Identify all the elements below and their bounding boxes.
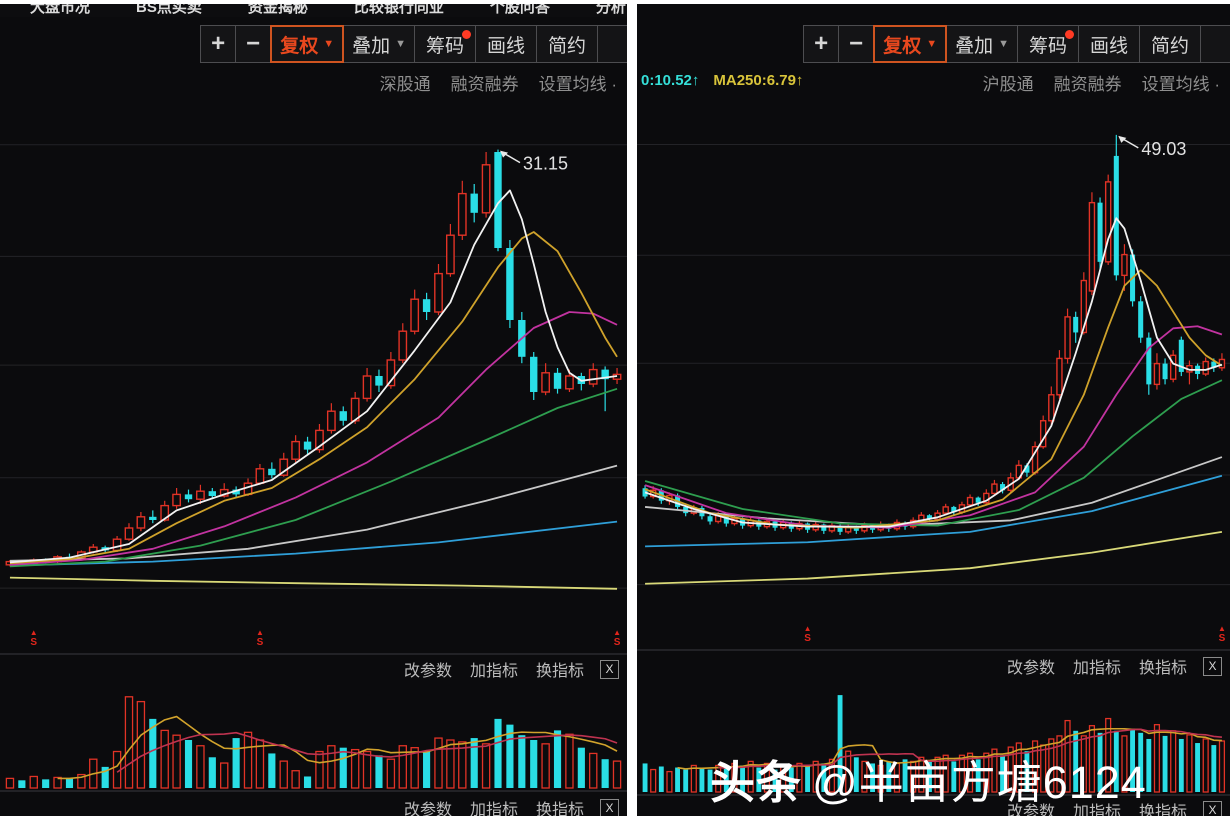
link-ma-settings[interactable]: 设置均线 · bbox=[538, 75, 617, 94]
ma250-value: MA250:6.79↑ bbox=[713, 72, 804, 89]
candlestick-chart-left[interactable]: ▲S▲S▲S31.15 bbox=[0, 96, 627, 656]
watermark: 头条 @半亩方塘6124 bbox=[710, 746, 1147, 811]
stock-panel-left: 大盘市况 BS点买卖 资金揭秘 比较银行同业 个股问答 分析师解读 + − 复权… bbox=[0, 4, 627, 816]
svg-text:▲: ▲ bbox=[804, 624, 812, 633]
simple-mode-button[interactable]: 简约 bbox=[536, 25, 598, 63]
switch-indicator-button[interactable]: 换指标 bbox=[1138, 804, 1187, 816]
volume-chart-left[interactable] bbox=[0, 682, 627, 794]
menu-item[interactable]: 个股问答 bbox=[489, 4, 550, 16]
market-links-left: 深股通 融资融券 设置均线 · bbox=[380, 70, 617, 95]
svg-text:31.15: 31.15 bbox=[523, 154, 568, 174]
overlay-label: 叠加 bbox=[955, 35, 994, 57]
indicator-tools-right-bottom: 改参数 加指标 换指标 X bbox=[1007, 798, 1222, 816]
close-icon[interactable]: X bbox=[1203, 800, 1222, 816]
link-shengutong[interactable]: 深股通 bbox=[379, 75, 431, 94]
chart-toolbar-right: + − 复权 ▼ 叠加 ▼ 筹码 画线 简约 bbox=[803, 25, 1230, 63]
close-icon[interactable]: X bbox=[600, 798, 619, 816]
chevron-down-icon: ▼ bbox=[926, 38, 938, 50]
notification-dot-icon bbox=[1065, 30, 1074, 39]
zoom-out-button[interactable]: − bbox=[235, 25, 272, 63]
indicator-tools-right-top: 改参数 加指标 换指标 X bbox=[1007, 654, 1222, 678]
link-margin-trading[interactable]: 融资融券 bbox=[450, 75, 519, 94]
svg-text:S: S bbox=[257, 637, 264, 648]
change-params-button[interactable]: 改参数 bbox=[403, 802, 452, 816]
chips-button[interactable]: 筹码 bbox=[414, 25, 476, 63]
ma-value-labels: 0:10.52↑ MA250:6.79↑ bbox=[641, 72, 803, 89]
close-icon[interactable]: X bbox=[600, 659, 619, 679]
switch-indicator-button[interactable]: 换指标 bbox=[535, 802, 584, 816]
fuquan-label: 复权 bbox=[883, 35, 922, 57]
svg-text:S: S bbox=[614, 637, 621, 648]
svg-text:S: S bbox=[30, 637, 37, 648]
zoom-in-button[interactable]: + bbox=[200, 25, 237, 63]
switch-indicator-button[interactable]: 换指标 bbox=[1138, 660, 1187, 677]
add-indicator-button[interactable]: 加指标 bbox=[1072, 804, 1121, 816]
market-links-right: 沪股通 融资融券 设置均线 · bbox=[983, 70, 1220, 95]
svg-text:▲: ▲ bbox=[30, 628, 38, 637]
switch-indicator-button[interactable]: 换指标 bbox=[535, 663, 584, 680]
chevron-down-icon: ▼ bbox=[323, 38, 335, 50]
clipped-button[interactable] bbox=[597, 25, 627, 63]
add-indicator-button[interactable]: 加指标 bbox=[469, 802, 518, 816]
menu-item[interactable]: 大盘市况 bbox=[30, 4, 91, 16]
chevron-down-icon: ▼ bbox=[998, 38, 1009, 50]
close-icon[interactable]: X bbox=[1203, 656, 1222, 676]
draw-line-button[interactable]: 画线 bbox=[475, 25, 537, 63]
indicator-tools-left-top: 改参数 加指标 换指标 X bbox=[404, 657, 619, 681]
zoom-out-button[interactable]: − bbox=[838, 25, 875, 63]
svg-text:S: S bbox=[1219, 633, 1226, 644]
watermark-brand: 头条 bbox=[710, 757, 803, 808]
menu-item[interactable]: 比较银行同业 bbox=[353, 4, 444, 16]
link-ma-settings[interactable]: 设置均线 · bbox=[1141, 75, 1220, 94]
add-indicator-button[interactable]: 加指标 bbox=[469, 663, 518, 680]
top-menu-strip: 大盘市况 BS点买卖 资金揭秘 比较银行同业 个股问答 分析师解读 bbox=[0, 4, 627, 17]
draw-line-button[interactable]: 画线 bbox=[1078, 25, 1140, 63]
chevron-down-icon: ▼ bbox=[395, 38, 406, 50]
clipped-button[interactable] bbox=[1200, 25, 1230, 63]
svg-text:49.03: 49.03 bbox=[1141, 139, 1186, 159]
notification-dot-icon bbox=[462, 30, 471, 39]
change-params-button[interactable]: 改参数 bbox=[1006, 804, 1055, 816]
candlestick-chart-right[interactable]: ▲S▲S49.03 bbox=[637, 96, 1230, 652]
stock-panel-right: + − 复权 ▼ 叠加 ▼ 筹码 画线 简约 0:10.52↑ MA250:6.… bbox=[637, 4, 1230, 816]
fuquan-button[interactable]: 复权 ▼ bbox=[270, 25, 345, 63]
watermark-handle: @半亩方塘6124 bbox=[812, 757, 1147, 808]
simple-mode-button[interactable]: 简约 bbox=[1139, 25, 1201, 63]
svg-text:S: S bbox=[804, 633, 811, 644]
svg-text:▲: ▲ bbox=[1218, 624, 1226, 633]
chart-toolbar-left: + − 复权 ▼ 叠加 ▼ 筹码 画线 简约 bbox=[200, 25, 627, 63]
chips-label: 筹码 bbox=[425, 35, 464, 57]
overlay-button[interactable]: 叠加 ▼ bbox=[343, 25, 415, 63]
overlay-label: 叠加 bbox=[352, 35, 391, 57]
link-hugutong[interactable]: 沪股通 bbox=[982, 75, 1034, 94]
menu-item[interactable]: BS点买卖 bbox=[136, 4, 202, 16]
add-indicator-button[interactable]: 加指标 bbox=[1072, 660, 1121, 677]
zoom-in-button[interactable]: + bbox=[803, 25, 840, 63]
chips-label: 筹码 bbox=[1028, 35, 1067, 57]
overlay-button[interactable]: 叠加 ▼ bbox=[946, 25, 1018, 63]
svg-text:▲: ▲ bbox=[613, 628, 621, 637]
chips-button[interactable]: 筹码 bbox=[1017, 25, 1079, 63]
fuquan-button[interactable]: 复权 ▼ bbox=[873, 25, 948, 63]
change-params-button[interactable]: 改参数 bbox=[403, 663, 452, 680]
svg-text:▲: ▲ bbox=[256, 628, 264, 637]
link-margin-trading[interactable]: 融资融券 bbox=[1053, 75, 1122, 94]
change-params-button[interactable]: 改参数 bbox=[1006, 660, 1055, 677]
volume-chart-right[interactable] bbox=[637, 680, 1230, 798]
menu-item[interactable]: 资金揭秘 bbox=[247, 4, 308, 16]
indicator-tools-left-bottom: 改参数 加指标 换指标 X bbox=[404, 796, 619, 816]
fuquan-label: 复权 bbox=[280, 35, 319, 57]
menu-item[interactable]: 分析师解读 bbox=[595, 4, 627, 16]
ma60-value: 0:10.52↑ bbox=[641, 72, 700, 89]
